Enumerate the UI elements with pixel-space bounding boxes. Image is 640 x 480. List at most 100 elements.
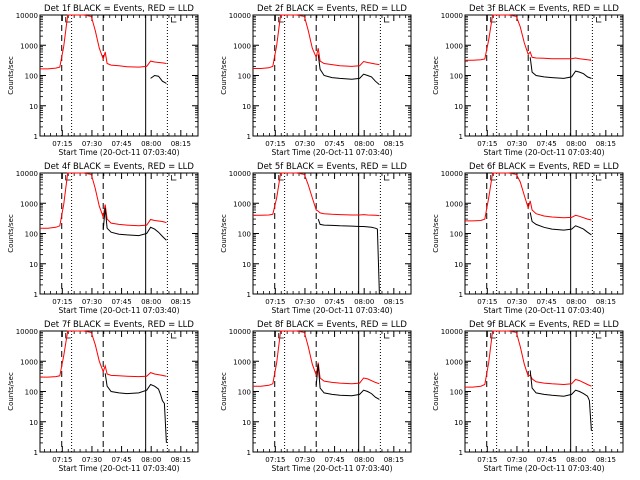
x-tick-label: 08:00 — [566, 140, 586, 148]
panel-title: Det 5f BLACK = Events, RED = LLD — [257, 162, 407, 172]
lld-rate-line — [40, 14, 167, 70]
x-axis-label: Start Time (20-Oct-11 07:03:40) — [58, 148, 179, 157]
x-tick-label: 07:45 — [536, 298, 556, 306]
x-tick-label: 07:30 — [82, 140, 102, 148]
y-tick-label: 10 — [29, 261, 38, 269]
panel-title: Det 3f BLACK = Events, RED = LLD — [469, 4, 619, 14]
plot-frame — [464, 172, 624, 295]
events-rate-line — [150, 74, 167, 84]
plot-frame — [252, 14, 412, 137]
plot-frame — [39, 172, 199, 295]
y-tick-label: 10 — [454, 419, 463, 427]
interval-bracket-mark — [595, 333, 602, 339]
x-tick-label: 07:45 — [536, 140, 556, 148]
y-axis-label: Counts/sec — [7, 56, 15, 95]
panel-2: Det 2f BLACK = Events, RED = LLD 1 10 100 10… — [220, 4, 412, 157]
interval-bracket-mark — [278, 17, 284, 23]
x-tick-label: 07:45 — [536, 456, 556, 464]
x-tick-label: 07:15 — [52, 456, 72, 464]
y-tick-label: 10 — [454, 103, 463, 111]
y-axis-label: Counts/sec — [432, 372, 440, 411]
plot-frame — [39, 14, 199, 137]
x-axis-label: Start Time (20-Oct-11 07:03:40) — [271, 148, 392, 157]
panel-6: Det 6f BLACK = Events, RED = LLD 1 10 100 10… — [432, 162, 624, 315]
interval-bracket-mark — [170, 17, 177, 23]
y-tick-label: 1 — [247, 133, 251, 141]
lld-rate-line — [465, 14, 592, 61]
x-tick-label: 07:45 — [324, 456, 344, 464]
y-tick-label: 10 — [454, 261, 463, 269]
y-tick-label: 100 — [25, 231, 38, 239]
x-axis-label: Start Time (20-Oct-11 07:03:40) — [483, 148, 604, 157]
panel-8: Det 8f BLACK = Events, RED = LLD 1 10 100 10… — [220, 320, 412, 473]
y-tick-label: 1 — [459, 291, 463, 299]
y-tick-label: 1000 — [20, 42, 38, 50]
x-tick-label: 07:45 — [111, 140, 131, 148]
interval-bracket-mark — [170, 333, 177, 339]
x-tick-label: 07:45 — [111, 298, 131, 306]
interval-bracket-mark — [383, 333, 390, 339]
lld-rate-line — [253, 330, 380, 387]
x-tick-label: 08:00 — [566, 298, 586, 306]
y-tick-label: 10000 — [441, 328, 463, 336]
lld-rate-line — [40, 330, 167, 378]
plot-frame — [464, 14, 624, 137]
y-tick-label: 10000 — [229, 328, 251, 336]
interval-bracket-mark — [65, 333, 71, 339]
panel-title: Det 2f BLACK = Events, RED = LLD — [257, 4, 407, 14]
y-tick-label: 100 — [25, 73, 38, 81]
y-tick-label: 1 — [34, 449, 38, 457]
x-axis-label: Start Time (20-Oct-11 07:03:40) — [271, 306, 392, 315]
x-axis-label: Start Time (20-Oct-11 07:03:40) — [58, 306, 179, 315]
y-tick-label: 10 — [242, 261, 251, 269]
y-tick-label: 100 — [450, 231, 463, 239]
x-tick-label: 08:15 — [384, 140, 404, 148]
x-tick-label: 07:30 — [295, 456, 315, 464]
y-axis-label: Counts/sec — [220, 372, 228, 411]
lld-rate-line — [465, 172, 592, 222]
y-tick-label: 10 — [29, 103, 38, 111]
panel-title: Det 1f BLACK = Events, RED = LLD — [44, 4, 194, 14]
x-tick-label: 07:45 — [324, 140, 344, 148]
y-tick-label: 10000 — [441, 170, 463, 178]
y-tick-label: 1000 — [233, 200, 251, 208]
plot-frame — [39, 330, 199, 453]
lld-rate-line — [253, 172, 380, 217]
y-tick-label: 100 — [450, 389, 463, 397]
x-tick-label: 08:15 — [596, 456, 616, 464]
x-tick-label: 08:15 — [384, 456, 404, 464]
y-tick-label: 1 — [247, 291, 251, 299]
y-tick-label: 1 — [247, 449, 251, 457]
y-tick-label: 100 — [238, 389, 251, 397]
x-tick-label: 07:15 — [265, 456, 285, 464]
x-tick-label: 07:15 — [52, 298, 72, 306]
y-tick-label: 1000 — [445, 200, 463, 208]
panel-title: Det 6f BLACK = Events, RED = LLD — [469, 162, 619, 172]
x-axis-label: Start Time (20-Oct-11 07:03:40) — [483, 464, 604, 473]
interval-bracket-mark — [490, 333, 496, 339]
panel-4: Det 4f BLACK = Events, RED = LLD 1 10 100 10… — [7, 162, 199, 315]
panel-5: Det 5f BLACK = Events, RED = LLD 1 10 100 10… — [220, 162, 412, 315]
panel-7: Det 7f BLACK = Events, RED = LLD 1 10 100 10… — [7, 320, 199, 473]
x-tick-label: 07:15 — [52, 140, 72, 148]
panel-9: Det 9f BLACK = Events, RED = LLD 1 10 100 10… — [432, 320, 624, 473]
y-tick-label: 1000 — [233, 358, 251, 366]
y-axis-label: Counts/sec — [220, 214, 228, 253]
x-tick-label: 07:15 — [265, 298, 285, 306]
interval-bracket-mark — [490, 175, 496, 181]
panel-title: Det 7f BLACK = Events, RED = LLD — [44, 320, 194, 330]
y-tick-label: 10 — [242, 419, 251, 427]
interval-bracket-mark — [490, 17, 496, 23]
y-tick-label: 1000 — [445, 42, 463, 50]
x-tick-label: 08:00 — [354, 140, 374, 148]
y-tick-label: 1 — [459, 133, 463, 141]
x-tick-label: 07:30 — [295, 298, 315, 306]
interval-bracket-mark — [278, 175, 284, 181]
plot-frame — [252, 172, 412, 295]
y-tick-label: 1000 — [20, 200, 38, 208]
events-rate-line — [529, 212, 592, 236]
x-tick-label: 07:15 — [477, 140, 497, 148]
x-tick-label: 08:00 — [354, 456, 374, 464]
y-axis-label: Counts/sec — [432, 214, 440, 253]
